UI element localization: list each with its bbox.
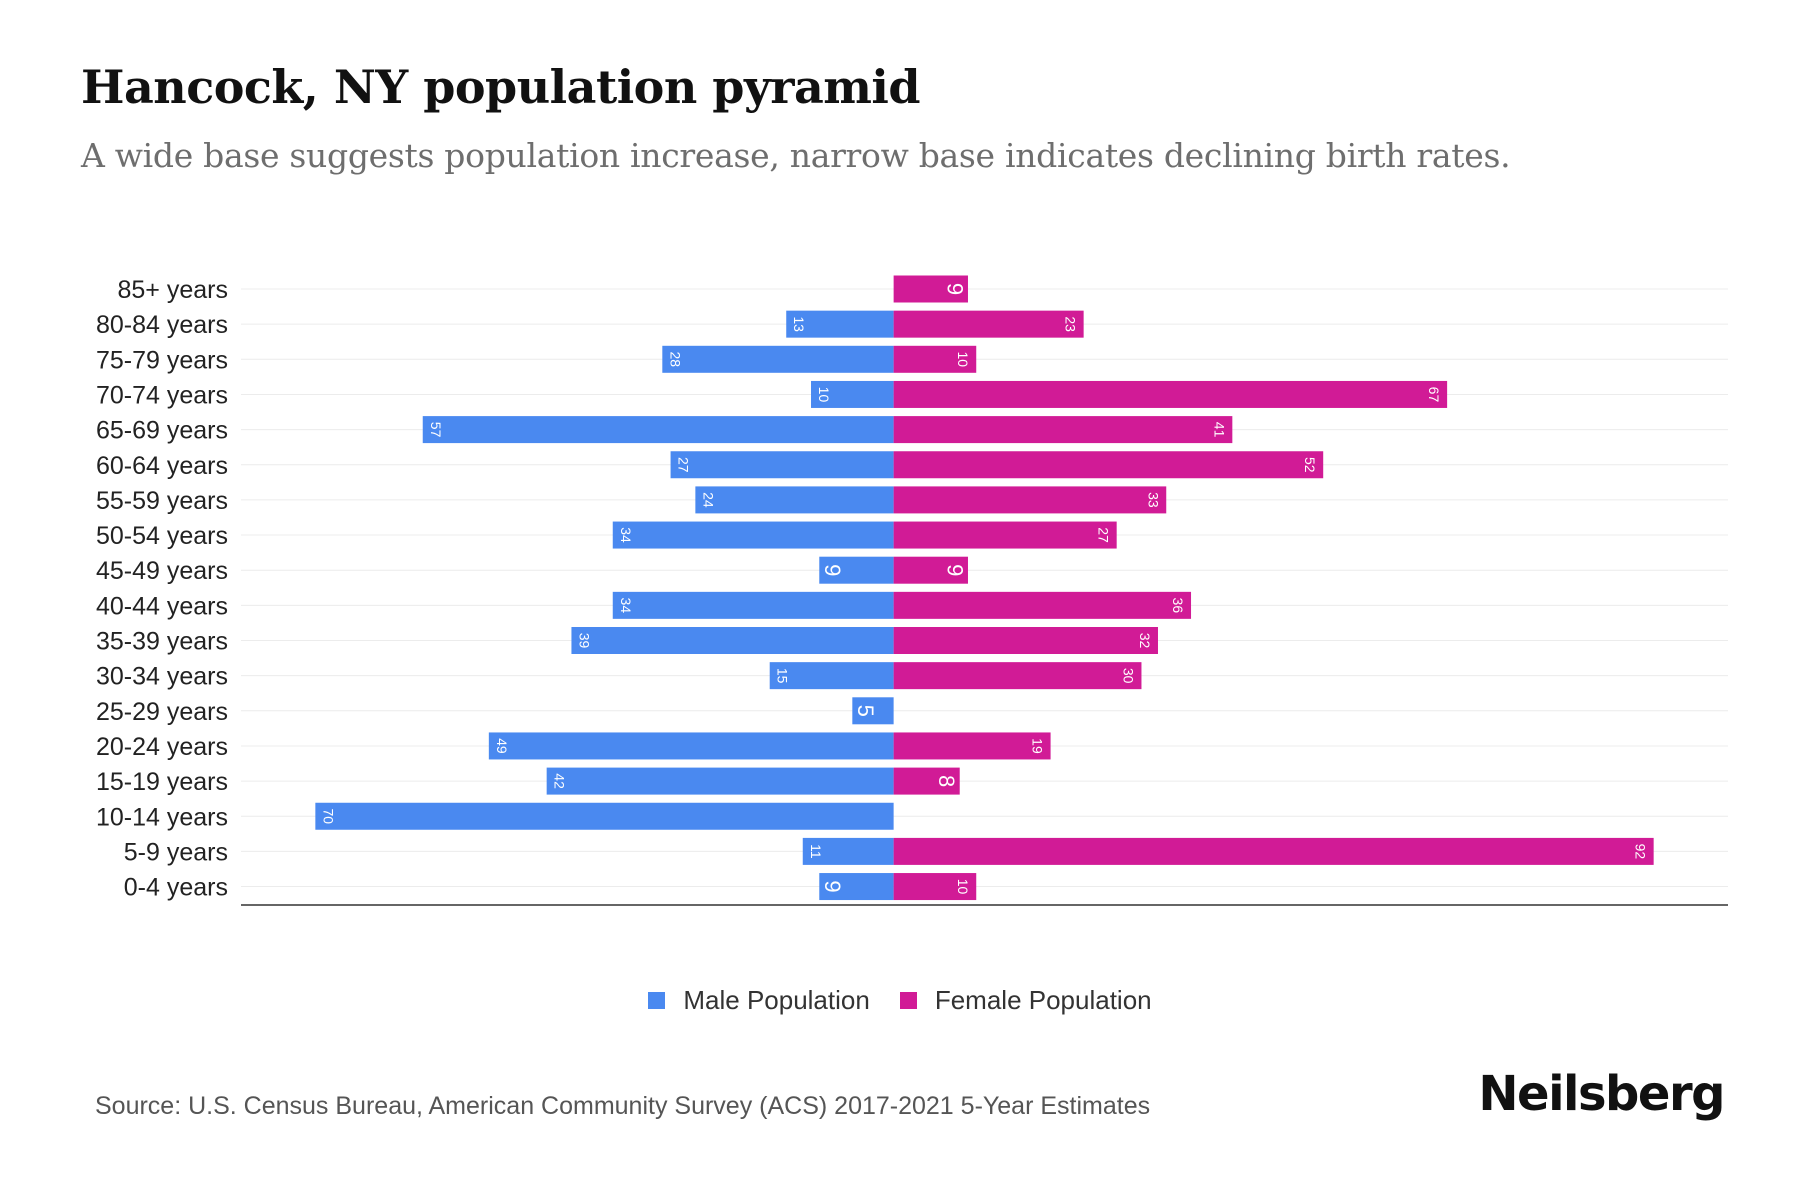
data-label-male: 24 [700,492,716,508]
bar-female [893,521,1117,549]
bar-male [819,873,894,901]
y-tick-label: 15-19 years [96,768,228,796]
bar-male [802,837,894,865]
legend-label-male: Male Population [683,985,870,1015]
data-label-male: 57 [428,422,444,438]
bar-male [786,310,894,338]
y-tick-label: 30-34 years [96,663,228,691]
chart-subtitle: A wide base suggests population increase… [81,136,1511,175]
data-label-female: 36 [1170,598,1186,614]
bar-male [695,486,894,514]
bar-male [769,662,894,690]
y-tick-label: 5-9 years [124,838,228,866]
bar-female [893,591,1192,619]
bar-female [893,732,1051,760]
data-label-male: 42 [552,773,568,789]
data-label-female: 19 [1030,738,1046,754]
y-tick-label: 10-14 years [96,803,228,831]
bar-female [893,380,1448,408]
y-tick-label: 45-49 years [96,557,228,585]
data-label-male: 49 [494,738,510,754]
data-label-male: 27 [676,457,692,473]
data-label-female: 9 [942,283,967,295]
bar-female [893,416,1233,444]
bar-male [811,380,894,408]
data-label-female: 10 [955,352,971,368]
bar-male [612,591,894,619]
data-label-male: 11 [808,844,824,859]
bar-female [893,767,960,795]
data-label-female: 10 [955,879,971,895]
y-tick-label: 35-39 years [96,628,228,656]
y-tick-label: 25-29 years [96,698,228,726]
bar-female [893,556,968,584]
data-label-female: 27 [1096,527,1112,543]
y-tick-label: 75-79 years [96,346,228,374]
data-label-female: 41 [1211,422,1227,438]
legend-label-female: Female Population [934,985,1152,1015]
y-tick-label: 60-64 years [96,452,228,480]
bar-female [893,345,977,373]
data-label-male: 34 [618,598,634,614]
data-label-female: 32 [1137,633,1153,649]
y-tick-label: 80-84 years [96,311,228,339]
data-label-male: 70 [320,808,336,824]
brand-logo: Neilsberg [1478,1066,1725,1122]
data-label-female: 33 [1145,492,1161,508]
data-label-female: 8 [934,775,959,787]
data-label-female: 30 [1120,668,1136,684]
y-tick-label: 55-59 years [96,487,228,515]
data-label-male: 34 [618,527,634,543]
bar-male [422,416,894,444]
data-label-male: 5 [853,705,878,717]
source-note: Source: U.S. Census Bureau, American Com… [95,1092,1151,1120]
legend-item-male[interactable]: Male Population [648,985,870,1016]
bar-male [670,451,894,479]
bar-female [893,451,1324,479]
chart-title: Hancock, NY population pyramid [81,60,921,114]
bar-male [546,767,894,795]
y-tick-label: 0-4 years [124,874,228,902]
data-label-male: 39 [576,633,592,649]
bar-male [612,521,894,549]
data-label-male: 15 [775,668,791,684]
legend: Male Population Female Population [0,985,1800,1016]
data-label-male: 9 [820,564,845,576]
bar-female [893,310,1084,338]
data-label-female: 52 [1302,457,1318,473]
legend-swatch-female [899,992,917,1009]
bar-male [852,697,894,725]
bar-female [893,873,977,901]
data-label-male: 10 [816,387,832,403]
bar-male [662,345,894,373]
y-tick-label: 85+ years [118,276,229,304]
data-label-female: 67 [1426,387,1442,403]
bar-female [893,486,1167,514]
y-tick-label: 40-44 years [96,592,228,620]
data-label-male: 9 [820,880,845,892]
bar-female [893,275,968,303]
legend-item-female[interactable]: Female Population [899,985,1152,1016]
bar-male [488,732,894,760]
y-tick-label: 50-54 years [96,522,228,550]
legend-swatch-male [648,992,666,1009]
y-tick-label: 20-24 years [96,733,228,761]
bar-female [893,627,1158,654]
bar-female [893,662,1142,690]
bar-female [893,837,1654,865]
y-tick-label: 70-74 years [96,381,228,409]
data-label-female: 92 [1633,844,1649,860]
data-label-male: 13 [791,316,807,332]
data-label-male: 28 [667,352,683,368]
bar-male [315,802,894,830]
data-label-female: 23 [1063,316,1079,332]
data-label-female: 9 [942,564,967,576]
bar-male [819,556,894,584]
bar-male [571,627,894,654]
y-tick-label: 65-69 years [96,417,228,445]
